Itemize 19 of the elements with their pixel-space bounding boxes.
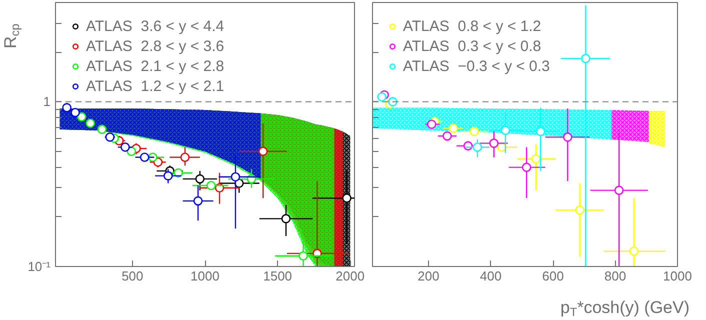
x-tick-label: 1000 bbox=[190, 268, 220, 284]
legend-label: ATLAS 2.1 < y < 2.8 bbox=[86, 57, 224, 75]
y-tick-label: 1 bbox=[43, 94, 51, 110]
legend-label: ATLAS 0.3 < y < 0.8 bbox=[403, 37, 542, 55]
legend-label: ATLAS 0.8 < y < 1.2 bbox=[403, 17, 542, 35]
x-tick-label: 600 bbox=[542, 268, 564, 284]
y-axis-title: Rcp bbox=[1, 23, 22, 48]
x-tick-label: 800 bbox=[604, 268, 626, 284]
x-tick-label: 1500 bbox=[263, 268, 292, 284]
x-tick-label: 2000 bbox=[336, 268, 365, 284]
x-tick-label: 200 bbox=[418, 268, 440, 284]
legend-label: ATLAS 3.6 < y < 4.4 bbox=[86, 17, 224, 35]
x-tick-label: 400 bbox=[480, 268, 502, 284]
legend-label: ATLAS 1.2 < y < 2.1 bbox=[86, 77, 224, 95]
x-tick-label: 500 bbox=[122, 268, 144, 284]
legend-label: ATLAS −0.3 < y < 0.3 bbox=[403, 57, 550, 75]
x-tick-label: 1000 bbox=[663, 268, 692, 284]
y-tick-label: 10⁻¹ bbox=[28, 259, 52, 274]
legend-label: ATLAS 2.8 < y < 3.6 bbox=[86, 37, 224, 55]
